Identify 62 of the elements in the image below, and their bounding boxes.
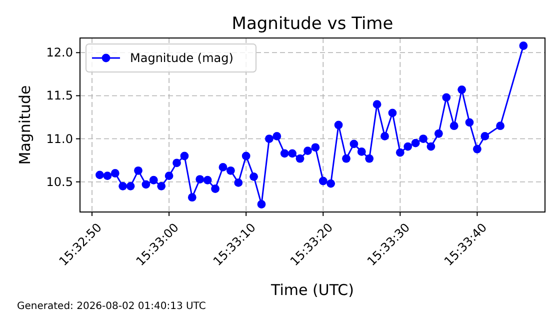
point [180,152,189,160]
point [172,158,181,168]
y-tick-label: 12.0 [46,46,73,60]
point [450,122,458,130]
point [388,108,397,118]
point [404,142,412,151]
point [203,176,212,184]
point [110,169,120,178]
point [419,134,428,143]
point [96,170,104,180]
y-tick-label: 11.5 [46,88,73,103]
x-axis-title: Time (UTC) [270,281,354,299]
point [357,148,366,156]
point [458,85,466,94]
point [442,93,451,102]
point [242,152,250,160]
point [496,122,504,130]
point [250,172,258,181]
y-tick-label: 11.0 [46,132,73,146]
point [288,149,296,158]
point [350,140,358,148]
point [296,154,304,163]
point [304,146,312,156]
point [118,182,128,190]
point [311,143,320,152]
point [103,172,112,180]
point [164,172,174,180]
y-axis-title: Magnitude [16,85,34,165]
point [426,142,436,151]
point [280,149,289,158]
point [372,100,382,109]
point [218,163,228,172]
point [264,134,274,143]
point [342,154,350,163]
point [326,179,336,188]
chart-title: Magnitude vs Time [232,14,394,34]
point [434,129,443,138]
point [188,193,196,202]
point [334,120,343,130]
y-tick-label: 10.5 [46,174,73,189]
point [396,148,404,157]
point [126,182,135,190]
point [480,132,490,140]
point [272,132,282,140]
point [365,154,374,163]
point [318,176,328,186]
point [134,166,142,175]
point [465,118,474,127]
point [257,200,266,208]
point [149,176,158,184]
point [157,182,166,190]
point [472,144,482,154]
point [211,184,220,193]
point [226,166,235,175]
point [380,132,389,140]
text: Generated: 2026-08-02 01:40:13 UTC [17,301,206,312]
point [411,138,420,148]
point [234,178,243,187]
point [142,180,150,189]
point [196,175,204,184]
legend-label: Magnitude (mag) [130,51,234,65]
point [519,42,528,50]
